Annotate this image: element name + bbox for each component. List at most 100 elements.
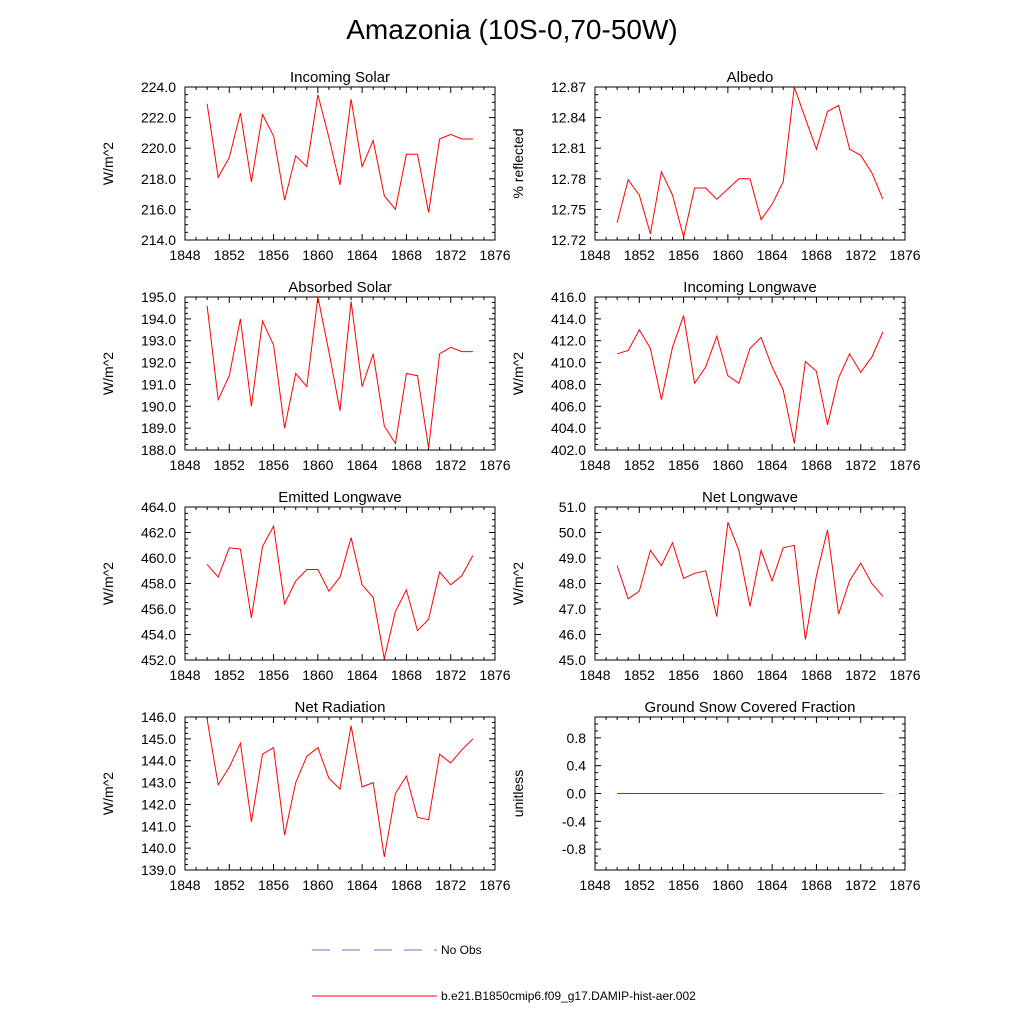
y-tick-label: 224.0 <box>141 79 176 95</box>
x-tick-label: 1864 <box>757 877 788 893</box>
series-line <box>616 522 884 640</box>
y-axis-label: W/m^2 <box>100 772 116 815</box>
x-tick-label: 1856 <box>668 247 699 263</box>
x-tick-label: 1872 <box>435 457 466 473</box>
y-axis-label: W/m^2 <box>100 562 116 605</box>
x-tick-label: 1868 <box>801 877 832 893</box>
y-tick-label: 146.0 <box>141 709 176 725</box>
x-tick-label: 1860 <box>712 877 743 893</box>
x-tick-label: 1864 <box>347 667 378 683</box>
y-tick-label: 12.75 <box>551 201 586 217</box>
x-tick-label: 1852 <box>214 457 245 473</box>
plot-frame <box>184 296 496 451</box>
x-tick-label: 1848 <box>579 877 610 893</box>
x-tick-label: 1868 <box>391 457 422 473</box>
x-tick-label: 1848 <box>579 457 610 473</box>
figure-title: Amazonia (10S-0,70-50W) <box>346 14 678 45</box>
chart-panel-1: Incoming Solar 1848 1852 1856 1860 1864 1868 18… <box>100 69 511 263</box>
x-tick-label: 1864 <box>757 247 788 263</box>
y-tick-label: 194.0 <box>141 311 176 327</box>
chart-panel-4: Incoming Longwave 1848 1852 1856 1860 1864 186… <box>510 279 921 473</box>
x-tick-label: 1860 <box>302 247 333 263</box>
y-tick-label: 139.0 <box>141 862 176 878</box>
y-tick-label: 408.0 <box>551 376 586 392</box>
x-tick-label: 1848 <box>169 667 200 683</box>
x-tick-label: 1876 <box>479 877 510 893</box>
y-tick-label: 454.0 <box>141 627 176 643</box>
y-tick-label: 410.0 <box>551 355 586 371</box>
y-tick-label: 50.0 <box>559 525 586 541</box>
x-tick-label: 1852 <box>624 457 655 473</box>
x-tick-label: 1876 <box>889 457 920 473</box>
x-tick-label: 1864 <box>757 457 788 473</box>
y-tick-label: 222.0 <box>141 110 176 126</box>
x-tick-label: 1876 <box>479 667 510 683</box>
y-tick-label: -0.8 <box>562 841 586 857</box>
y-tick-label: 462.0 <box>141 525 176 541</box>
x-tick-label: 1856 <box>258 457 289 473</box>
y-tick-label: 402.0 <box>551 442 586 458</box>
y-tick-label: 12.84 <box>551 110 586 126</box>
plot-frame <box>184 506 496 661</box>
x-tick-label: 1872 <box>845 457 876 473</box>
plot-frame <box>184 716 496 871</box>
plot-frame <box>184 86 496 241</box>
plot-frame <box>594 296 906 451</box>
x-tick-label: 1868 <box>801 457 832 473</box>
x-tick-label: 1864 <box>347 247 378 263</box>
x-tick-label: 1852 <box>624 247 655 263</box>
x-tick-label: 1852 <box>214 667 245 683</box>
x-tick-label: 1872 <box>845 247 876 263</box>
x-tick-label: 1864 <box>347 457 378 473</box>
x-tick-label: 1860 <box>712 247 743 263</box>
y-tick-label: 47.0 <box>559 601 586 617</box>
legend: No Obs b.e21.B1850cmip6.f09_g17.DAMIP-his… <box>312 943 696 1003</box>
y-tick-label: 412.0 <box>551 333 586 349</box>
y-tick-label: 191.0 <box>141 376 176 392</box>
x-tick-label: 1856 <box>668 457 699 473</box>
x-tick-label: 1868 <box>801 667 832 683</box>
y-axis-label: unitless <box>510 770 526 817</box>
y-axis-label: W/m^2 <box>100 142 116 185</box>
x-tick-label: 1856 <box>258 877 289 893</box>
x-tick-label: 1860 <box>302 457 333 473</box>
y-axis-label: W/m^2 <box>100 352 116 395</box>
x-tick-label: 1856 <box>258 667 289 683</box>
chart-panel-5: Emitted Longwave 1848 1852 1856 1860 1864 1868… <box>100 489 511 683</box>
x-tick-label: 1876 <box>889 877 920 893</box>
x-tick-label: 1872 <box>435 247 466 263</box>
x-tick-label: 1872 <box>435 667 466 683</box>
y-tick-label: 12.72 <box>551 232 586 248</box>
chart-panel-8: Ground Snow Covered Fraction 1848 1852 1856… <box>510 699 921 893</box>
y-tick-label: 48.0 <box>559 576 586 592</box>
y-axis-label: W/m^2 <box>510 562 526 605</box>
x-tick-label: 1860 <box>712 457 743 473</box>
y-tick-label: 46.0 <box>559 627 586 643</box>
x-tick-label: 1876 <box>479 247 510 263</box>
y-axis-label: W/m^2 <box>510 352 526 395</box>
chart-panel-7: Net Radiation 1848 1852 1856 1860 1864 1868 187… <box>100 699 511 893</box>
x-tick-label: 1868 <box>391 247 422 263</box>
y-tick-label: -0.4 <box>562 813 586 829</box>
x-tick-label: 1872 <box>845 877 876 893</box>
x-tick-label: 1860 <box>302 667 333 683</box>
legend-label-model: b.e21.B1850cmip6.f09_g17.DAMIP-hist-aer.… <box>441 989 696 1003</box>
x-tick-label: 1848 <box>579 667 610 683</box>
series-line <box>206 296 473 448</box>
x-tick-label: 1856 <box>668 877 699 893</box>
x-tick-label: 1856 <box>258 247 289 263</box>
panel-title: Net Longwave <box>702 489 798 506</box>
x-tick-label: 1856 <box>668 667 699 683</box>
x-tick-label: 1848 <box>169 457 200 473</box>
y-tick-label: 190.0 <box>141 398 176 414</box>
panel-title: Emitted Longwave <box>278 489 401 506</box>
x-tick-label: 1876 <box>889 667 920 683</box>
panel-title: Incoming Longwave <box>683 279 816 296</box>
y-tick-label: 12.87 <box>551 79 586 95</box>
series-line <box>616 315 884 444</box>
y-tick-label: 406.0 <box>551 398 586 414</box>
x-tick-label: 1864 <box>347 877 378 893</box>
y-tick-label: 188.0 <box>141 442 176 458</box>
x-tick-label: 1848 <box>579 247 610 263</box>
